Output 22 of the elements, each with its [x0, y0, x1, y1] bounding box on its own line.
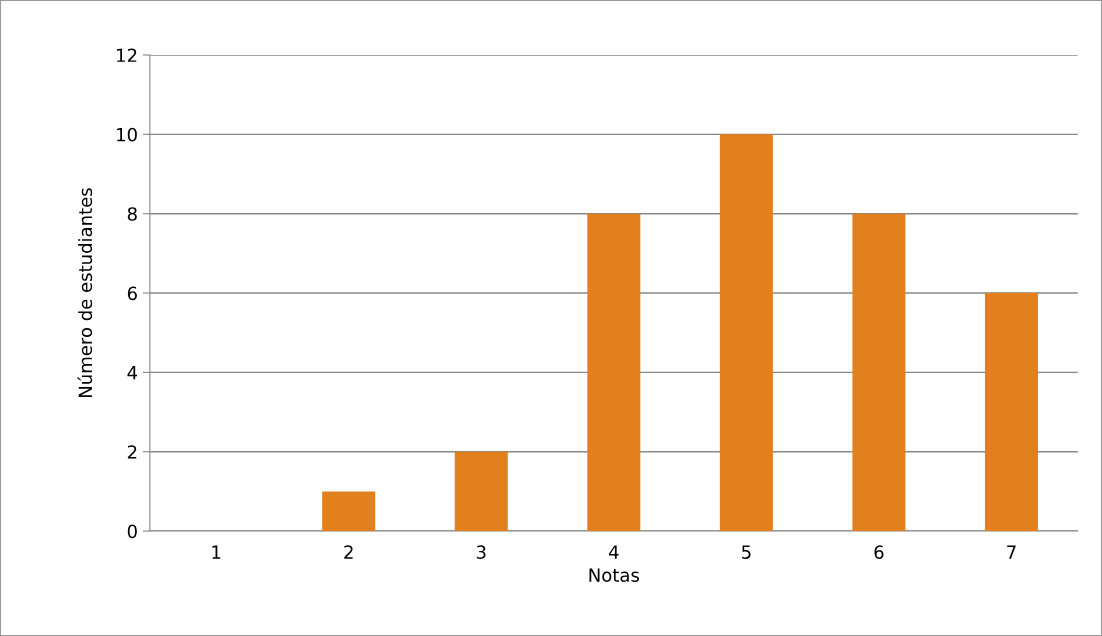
x-axis-title: Notas — [589, 568, 639, 582]
bar — [852, 213, 906, 532]
bar — [719, 134, 773, 532]
bar — [984, 293, 1038, 532]
bar — [454, 451, 508, 532]
x-tick-label: 1 — [212, 545, 221, 559]
x-tick-label: 6 — [874, 545, 884, 559]
y-tick-label: 10 — [117, 127, 137, 142]
y-axis-title: Número de estudiantes — [77, 188, 93, 397]
x-tick-label: 3 — [476, 545, 486, 559]
y-tick-label: 0 — [127, 524, 137, 539]
x-tick-label: 2 — [344, 545, 353, 559]
x-tick-label: 7 — [1007, 545, 1016, 559]
y-tick-label: 2 — [127, 445, 137, 459]
y-tick-label: 6 — [127, 286, 137, 301]
x-tick-label: 5 — [742, 545, 751, 559]
y-tick-label: 8 — [127, 207, 137, 221]
y-tick-label: 12 — [117, 48, 137, 62]
bar — [322, 491, 376, 532]
y-tick-label: 4 — [127, 366, 138, 380]
x-tick-label: 4 — [608, 545, 619, 559]
bar — [587, 213, 641, 532]
